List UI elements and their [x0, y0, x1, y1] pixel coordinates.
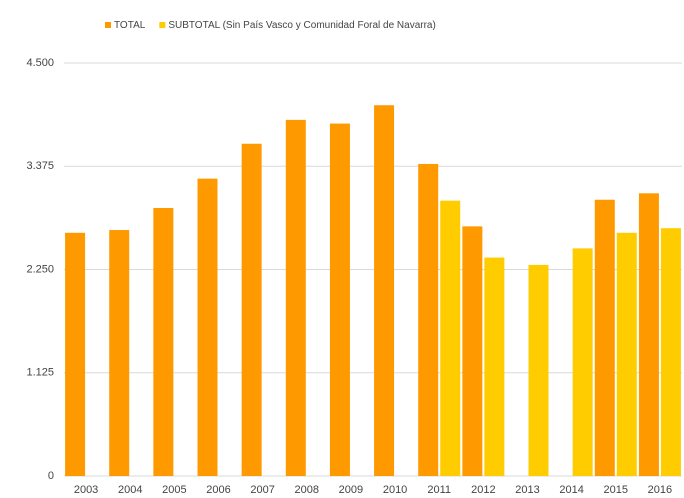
- x-tick-label: 2006: [206, 484, 230, 496]
- x-tick-label: 2012: [471, 484, 495, 496]
- bar: [660, 228, 681, 476]
- x-tick-label: 2003: [74, 484, 98, 496]
- legend-label: SUBTOTAL (Sin País Vasco y Comunidad For…: [168, 20, 436, 31]
- bar: [418, 163, 439, 476]
- x-tick-label: 2004: [118, 484, 142, 496]
- bar: [65, 232, 86, 476]
- x-tick-label: 2009: [339, 484, 363, 496]
- bar: [616, 232, 637, 476]
- y-tick-label: 2.250: [26, 263, 54, 275]
- legend-swatch: [159, 22, 166, 28]
- y-tick-label: 3.375: [26, 160, 54, 172]
- legend-label: TOTAL: [114, 20, 146, 31]
- bar: [440, 200, 461, 476]
- bar: [329, 123, 350, 476]
- bar: [374, 105, 395, 477]
- bar: [528, 264, 549, 476]
- bar: [241, 143, 262, 476]
- y-tick-label: 4.500: [26, 57, 54, 69]
- bar: [197, 178, 218, 476]
- x-tick-label: 2005: [162, 484, 186, 496]
- x-tick-label: 2015: [604, 484, 628, 496]
- legend-swatch: [105, 22, 111, 28]
- bar: [594, 199, 615, 476]
- x-tick-label: 2016: [648, 484, 672, 496]
- bar: [153, 208, 174, 476]
- bar: [109, 230, 130, 476]
- bar: [484, 257, 505, 476]
- bar: [638, 193, 659, 476]
- x-tick-label: 2013: [515, 484, 539, 496]
- x-tick-label: 2008: [295, 484, 319, 496]
- x-tick-label: 2014: [559, 484, 583, 496]
- bar: [572, 248, 593, 476]
- x-tick-label: 2011: [427, 484, 451, 496]
- bar: [285, 119, 306, 476]
- y-tick-label: 1.125: [26, 367, 54, 379]
- x-tick-label: 2010: [383, 484, 407, 496]
- legend: TOTAL SUBTOTAL (Sin País Vasco y Comunida…: [105, 20, 436, 31]
- bar: [462, 226, 483, 476]
- y-tick-label: 0: [48, 470, 54, 482]
- x-tick-label: 2007: [250, 484, 274, 496]
